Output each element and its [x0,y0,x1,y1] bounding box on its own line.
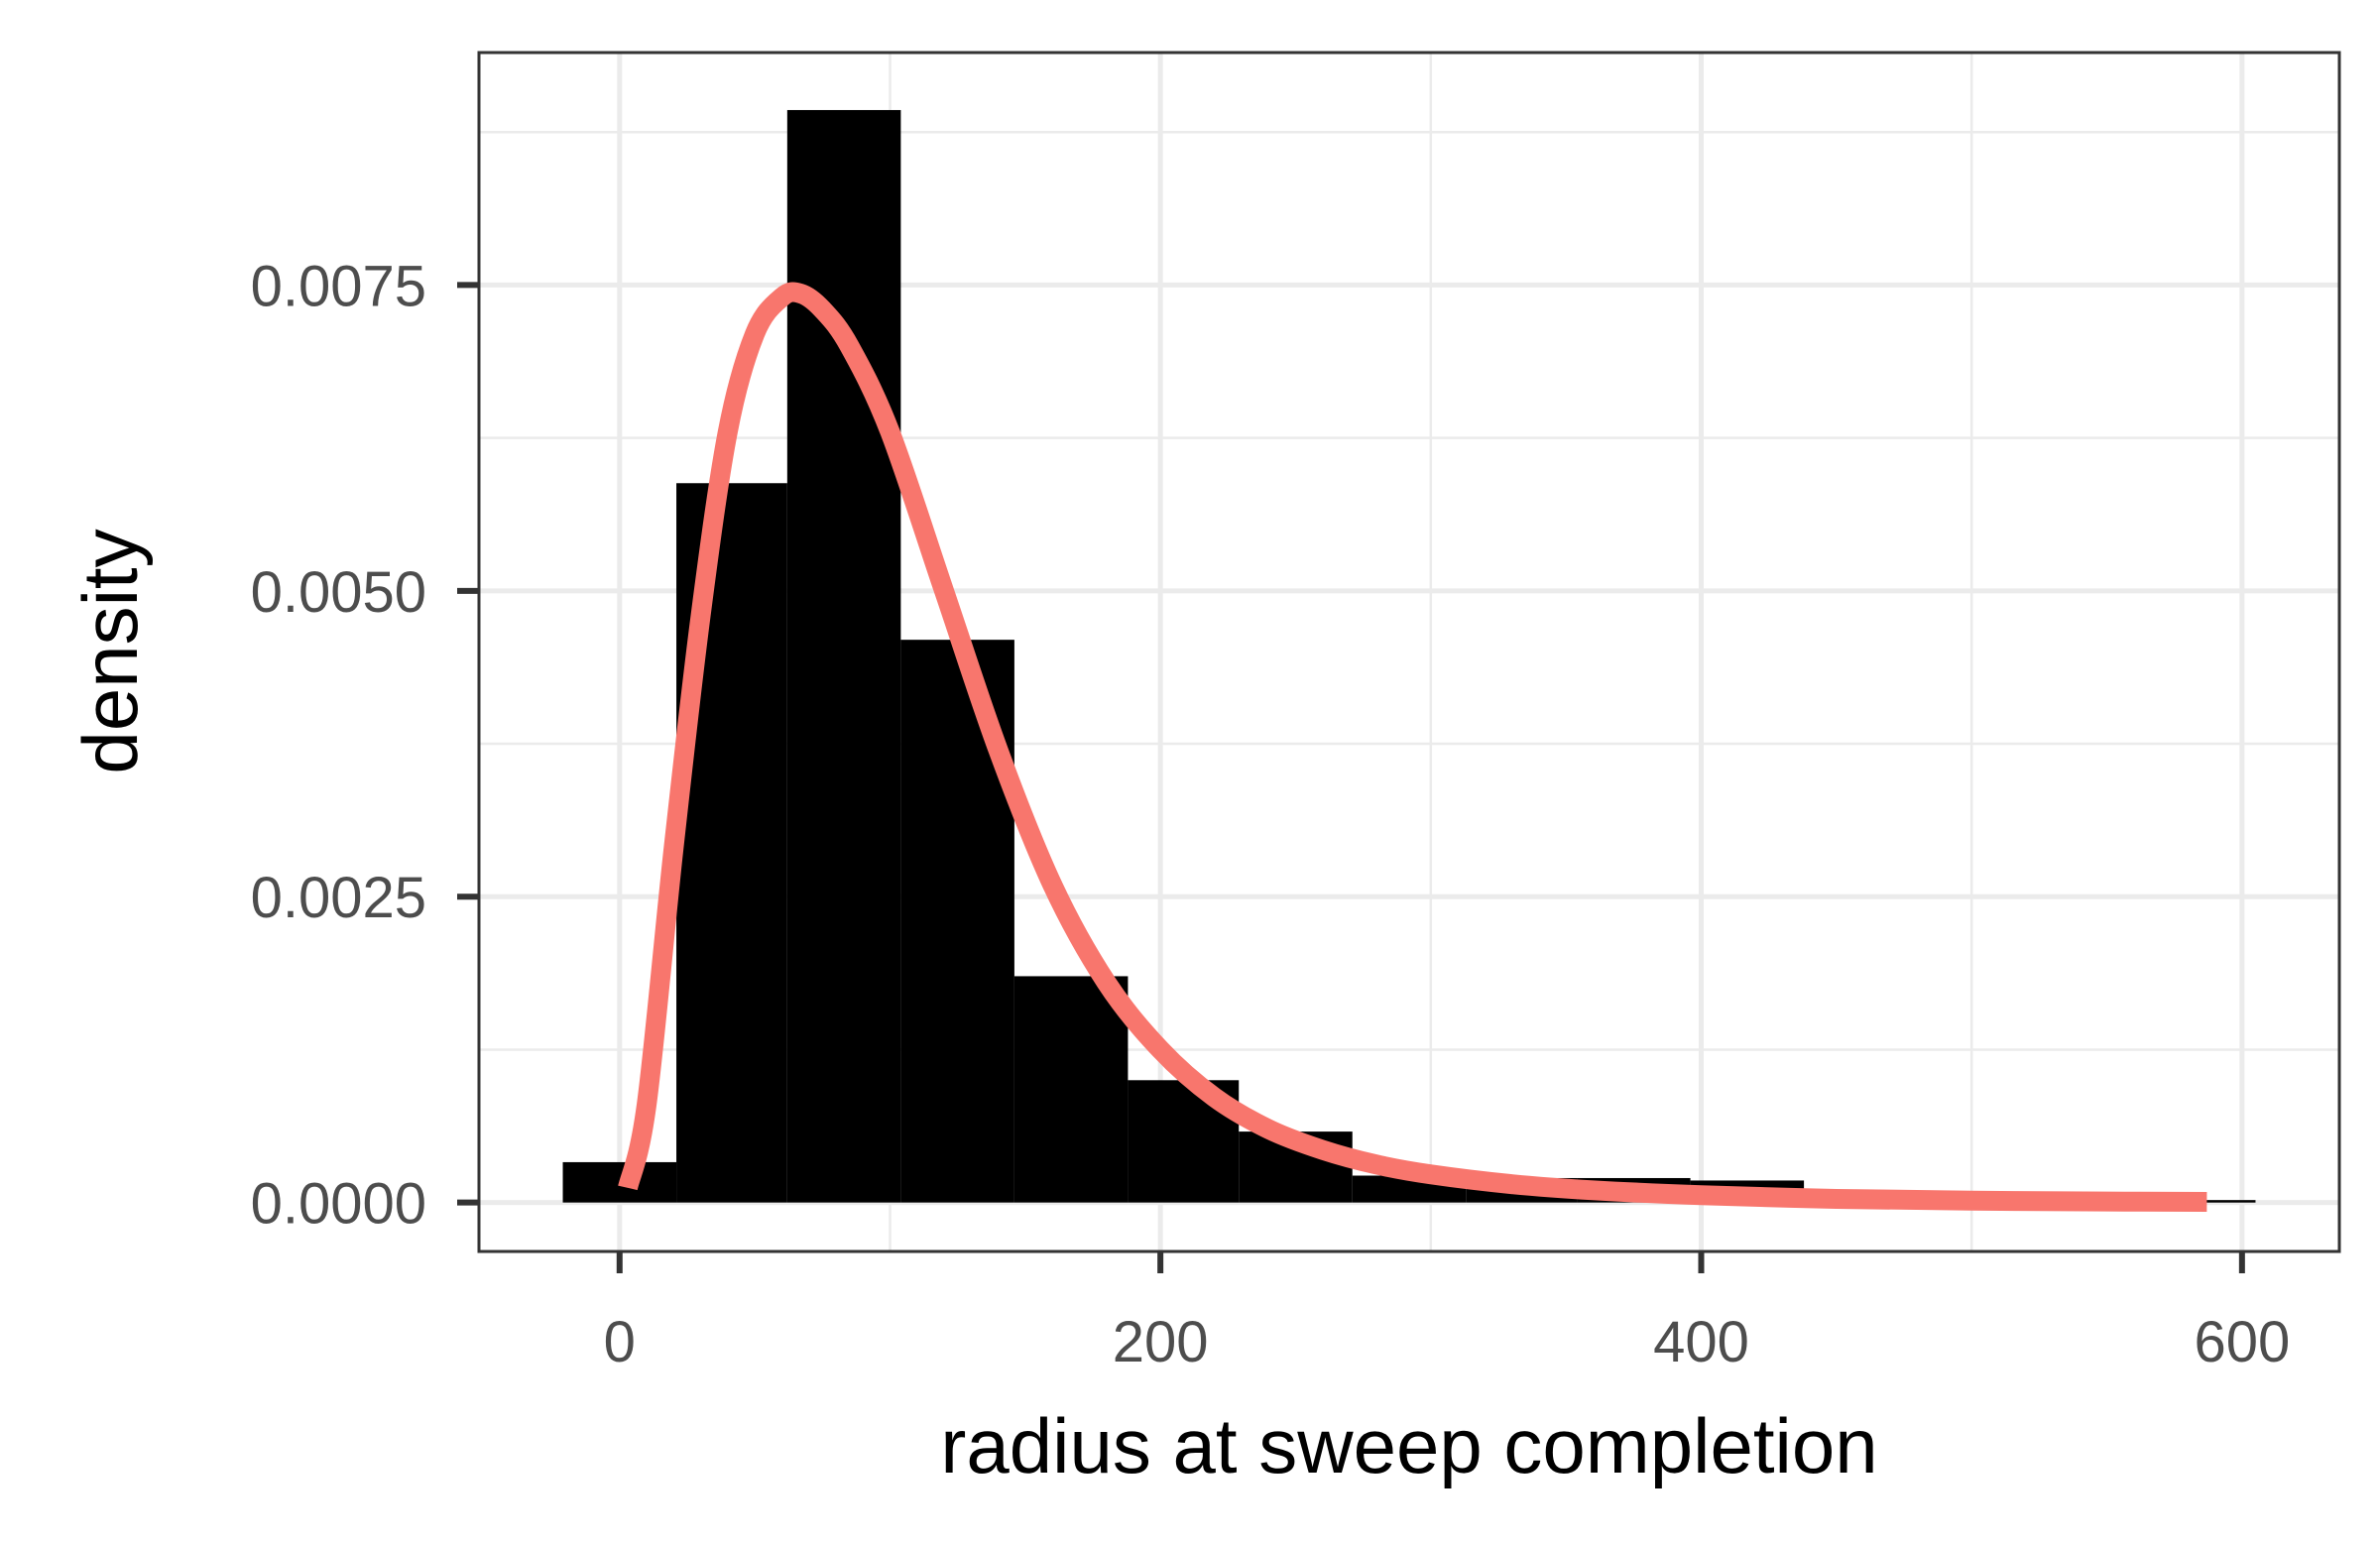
x-axis-tick-labels: 0 200 400 600 [604,1310,2291,1374]
y-tick-label: 0.0075 [251,254,426,318]
panel-border [477,51,2341,1253]
y-axis-title: density [66,529,154,773]
x-axis-title: radius at sweep completion [940,1402,1877,1489]
x-tick-label: 200 [1113,1310,1209,1374]
density-curve [618,282,2207,1213]
y-tick-label: 0.0050 [251,560,426,625]
x-tick-label: 0 [604,1310,636,1374]
axis-ticks [457,282,2245,1273]
density-curve-layer [618,282,2207,1213]
y-axis-tick-labels: 0.0000 0.0025 0.0050 0.0075 [251,254,426,1236]
y-tick-label: 0.0025 [251,866,426,930]
x-tick-label: 600 [2194,1310,2290,1374]
histogram-bar [1013,976,1129,1203]
histogram-bar [676,483,787,1203]
histogram-bars [562,109,2256,1203]
x-tick-label: 400 [1653,1310,1749,1374]
histogram-bar [786,109,901,1203]
y-tick-label: 0.0000 [251,1172,426,1237]
